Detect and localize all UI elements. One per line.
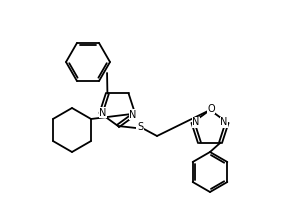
Text: N: N — [192, 117, 200, 127]
Text: N: N — [99, 108, 106, 118]
Text: N: N — [220, 117, 228, 127]
Text: O: O — [207, 104, 215, 114]
Text: S: S — [137, 122, 143, 132]
Text: N: N — [129, 110, 137, 120]
